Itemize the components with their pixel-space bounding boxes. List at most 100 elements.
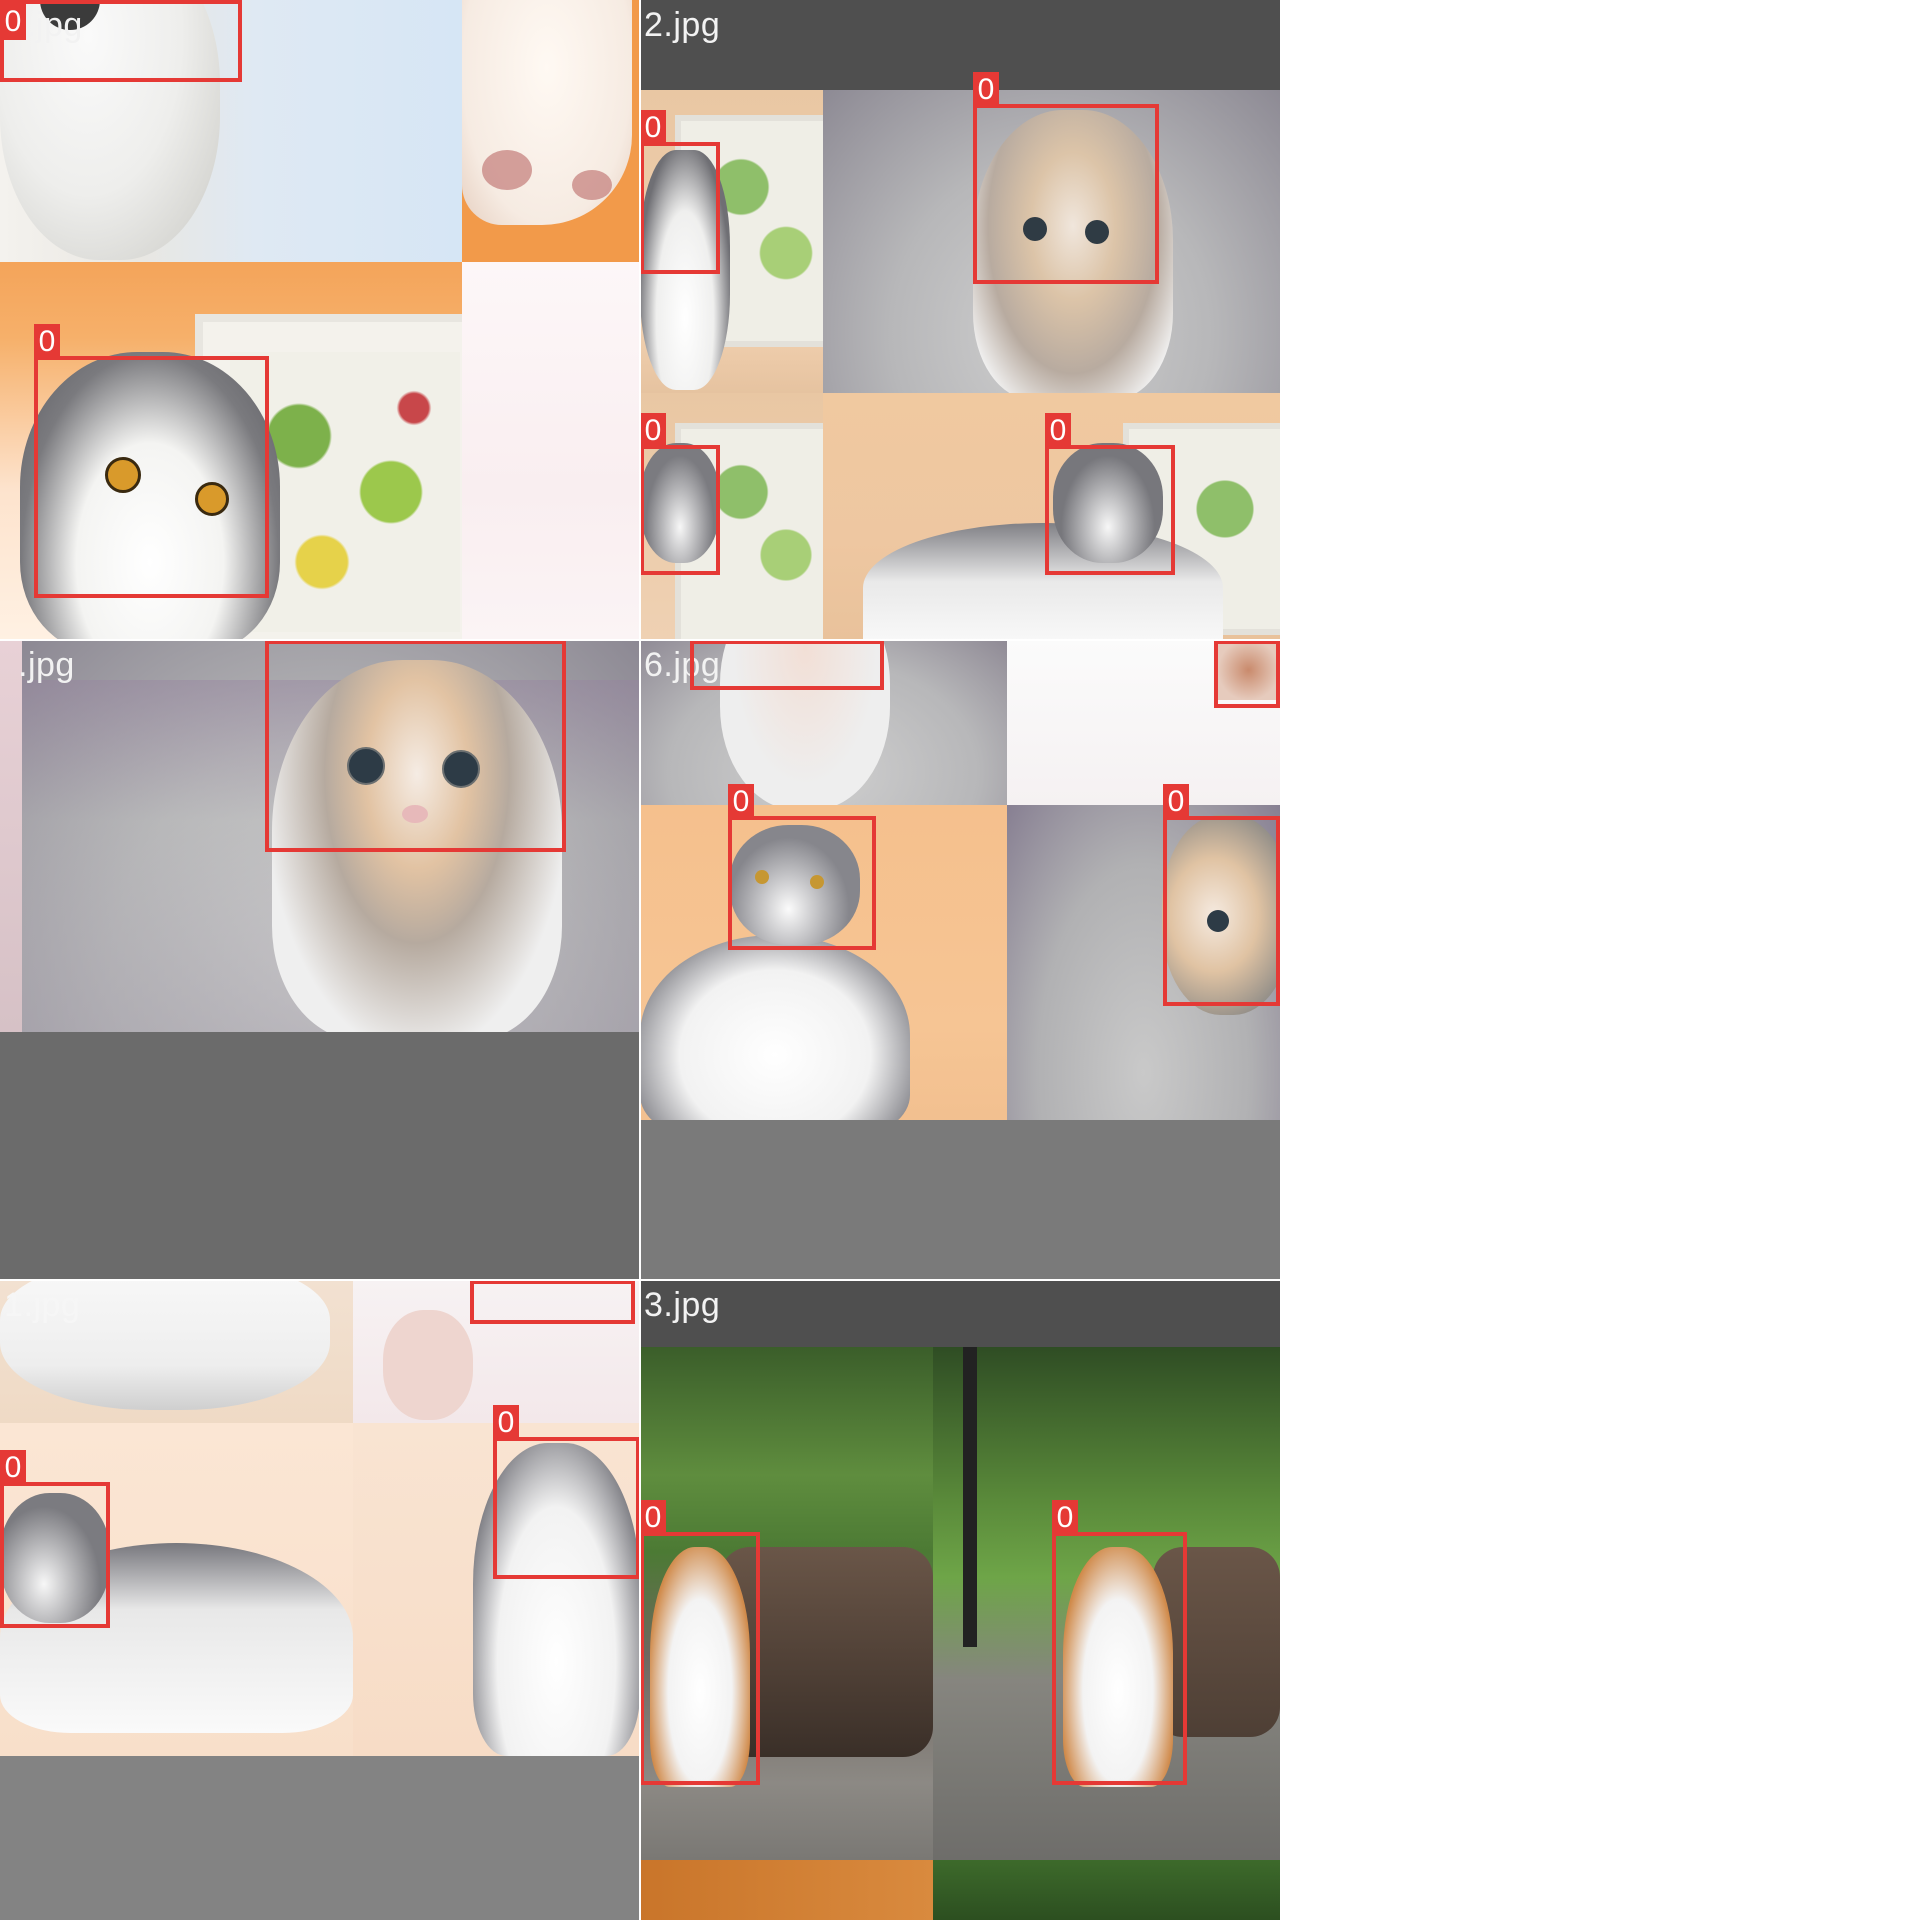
- cat-head: [640, 443, 720, 563]
- cat-eye: [755, 870, 769, 884]
- box-class-label: 0: [728, 784, 754, 820]
- mosaic-cell-6: 3.jpg 0 0: [640, 1280, 1280, 1920]
- photo-tile: [640, 90, 823, 393]
- photo-tile: [462, 0, 640, 262]
- divider-vertical: [639, 0, 641, 1920]
- cat-body: [0, 1280, 330, 1410]
- box-class-label: 0: [0, 4, 26, 40]
- photo-tile: [353, 1423, 640, 1756]
- divider-horizontal: [0, 639, 1280, 641]
- bounding-box: 0: [1052, 1500, 1187, 1785]
- box-class-label: 0: [973, 72, 999, 108]
- photo-tile: [0, 0, 462, 262]
- cat-eye: [105, 457, 141, 493]
- box-class-label: 0: [640, 413, 666, 449]
- box-class-label: 0: [0, 1450, 26, 1486]
- box-class-label: 0: [1045, 413, 1071, 449]
- mosaic-filename: .jpg: [26, 6, 83, 44]
- photo-tile: [933, 1860, 1280, 1920]
- box-class-label: 0: [1214, 640, 1240, 644]
- box-class-label: 0: [265, 640, 291, 644]
- bounding-box: 0: [728, 784, 876, 950]
- cat-chin: [720, 640, 890, 805]
- cat-chin: [0, 0, 220, 260]
- cat-eye: [810, 875, 824, 889]
- cat-eye: [1207, 910, 1229, 932]
- cat-eye: [1023, 217, 1047, 241]
- paw-pad: [572, 170, 612, 200]
- paw-pad: [482, 150, 532, 190]
- mosaic-cell-1: .jpg 0 0: [0, 0, 640, 640]
- photo-tile: [0, 640, 22, 1032]
- box-class-label: 0: [690, 640, 716, 644]
- cat-body: [640, 935, 910, 1120]
- divider-horizontal: [0, 1279, 1280, 1281]
- mosaic-filename: 1.jpg: [4, 1286, 81, 1324]
- cat-body: [650, 1547, 750, 1787]
- bounding-box: 0: [1163, 784, 1280, 1006]
- photo-tile: [823, 90, 1280, 393]
- photo-tile: [22, 640, 640, 1032]
- box-class-label: 0: [1163, 784, 1189, 820]
- bounding-box: 0: [470, 1280, 635, 1324]
- photo-tile: [1007, 805, 1280, 1120]
- cat-body: [973, 110, 1173, 393]
- hand: [383, 1310, 473, 1420]
- box-class-label: 0: [1052, 1500, 1078, 1536]
- photo-tile: [1007, 640, 1280, 805]
- cat-body: [863, 523, 1223, 640]
- bounding-box: 0: [0, 0, 242, 82]
- cat-head: [730, 825, 860, 945]
- photo-tile: [640, 1347, 933, 1860]
- photo-tile: [462, 262, 640, 640]
- bounding-box: 0: [0, 1450, 110, 1628]
- mosaic-cell-5: 1.jpg 0 0 0: [0, 1280, 640, 1920]
- photo-tile: [640, 1860, 933, 1920]
- cat-body: [20, 352, 280, 640]
- cat-eye: [347, 747, 385, 785]
- photo-tile: [640, 805, 1007, 1120]
- cat-body: [1063, 1547, 1173, 1787]
- mosaic-cell-3: .jpg 0: [0, 640, 640, 1280]
- bounding-box: 0: [640, 1500, 760, 1785]
- box-class-label: 0: [34, 324, 60, 360]
- photo-tile: [640, 640, 1007, 805]
- mosaic-filename: 6.jpg: [644, 646, 721, 684]
- log: [720, 1547, 933, 1757]
- cat-body: [272, 660, 562, 1032]
- cat-eye: [195, 482, 229, 516]
- log: [1153, 1547, 1280, 1737]
- bounding-box: 0: [640, 413, 720, 575]
- photo-tile: [0, 1423, 353, 1756]
- photo-tile: [640, 393, 823, 640]
- box-class-label: 0: [640, 110, 666, 146]
- cat-ear: [1217, 640, 1280, 700]
- cat-head: [1053, 443, 1163, 563]
- cat-eye: [442, 750, 480, 788]
- bounding-box: 0: [1214, 640, 1280, 708]
- mosaic-filename: 3.jpg: [644, 1286, 721, 1324]
- cat-eye: [1085, 220, 1109, 244]
- cat-body: [473, 1443, 640, 1756]
- picture-frame: [675, 423, 823, 640]
- bounding-box: 0: [265, 640, 566, 852]
- bounding-box: 0: [690, 640, 884, 690]
- photo-tile: [353, 1280, 640, 1423]
- bounding-box: 0: [34, 324, 269, 598]
- mosaic-cell-4: 6.jpg 0 0 0 0: [640, 640, 1280, 1280]
- cat-nose: [402, 805, 428, 823]
- lamp-post: [963, 1347, 977, 1647]
- mosaic-grid: .jpg 0 0 2.jpg 0: [0, 0, 1280, 1920]
- box-class-label: 0: [470, 1280, 496, 1284]
- bounding-box: 0: [640, 110, 720, 274]
- box-class-label: 0: [493, 1405, 519, 1441]
- photo-tile: [0, 1280, 353, 1423]
- mosaic-cell-2: 2.jpg 0 0 0 0: [640, 0, 1280, 640]
- bounding-box: 0: [1045, 413, 1175, 575]
- bounding-box: 0: [493, 1405, 640, 1579]
- bounding-box: 0: [973, 72, 1159, 284]
- box-class-label: 0: [640, 1500, 666, 1536]
- mosaic-filename: .jpg: [18, 646, 75, 684]
- cat-head: [0, 1493, 110, 1623]
- photo-tile: [933, 1347, 1280, 1860]
